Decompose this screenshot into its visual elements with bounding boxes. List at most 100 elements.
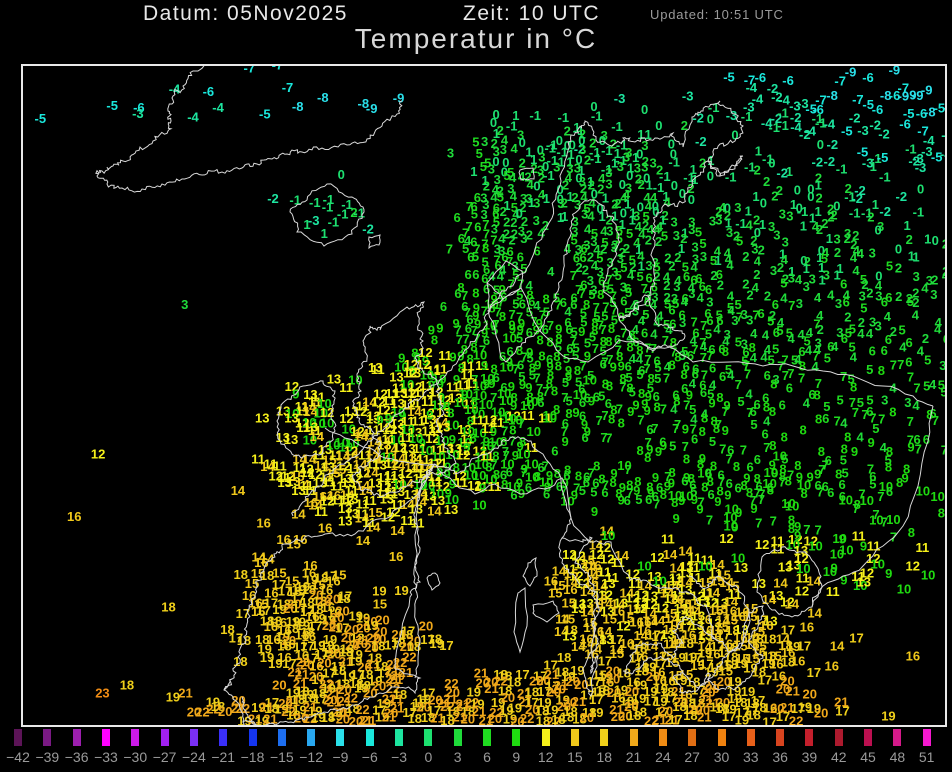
svg-text:5: 5 (736, 233, 743, 248)
svg-text:5: 5 (480, 159, 487, 174)
svg-text:7: 7 (913, 380, 920, 395)
svg-text:6: 6 (754, 452, 761, 467)
svg-text:2: 2 (895, 289, 902, 304)
svg-text:7: 7 (706, 513, 713, 528)
svg-text:7: 7 (915, 441, 922, 456)
svg-text:2: 2 (830, 207, 837, 222)
svg-text:9: 9 (885, 566, 892, 581)
svg-text:7: 7 (722, 404, 729, 419)
svg-text:7: 7 (446, 241, 453, 256)
svg-text:4: 4 (670, 402, 678, 417)
svg-text:18: 18 (627, 708, 641, 723)
svg-text:17: 17 (849, 630, 863, 645)
svg-text:5: 5 (472, 249, 479, 264)
svg-text:4: 4 (762, 328, 770, 343)
svg-text:8: 8 (482, 241, 489, 256)
svg-text:16: 16 (791, 654, 805, 669)
svg-text:3: 3 (605, 177, 612, 192)
svg-text:1: 1 (470, 164, 477, 179)
svg-text:4: 4 (726, 258, 734, 273)
svg-text:7: 7 (509, 434, 516, 449)
svg-text:3: 3 (930, 287, 937, 302)
svg-text:1: 1 (912, 250, 919, 265)
svg-text:16: 16 (256, 515, 270, 530)
svg-text:4: 4 (814, 290, 822, 305)
svg-text:-4: -4 (212, 100, 224, 115)
svg-text:-9: -9 (912, 88, 924, 103)
svg-text:7: 7 (660, 402, 667, 417)
svg-text:-3: -3 (726, 108, 738, 123)
svg-text:-2: -2 (824, 154, 836, 169)
svg-text:-1: -1 (797, 204, 809, 219)
svg-text:2: 2 (717, 277, 724, 292)
svg-text:8: 8 (499, 309, 506, 324)
svg-text:0: 0 (707, 169, 714, 184)
svg-text:-8: -8 (924, 105, 936, 120)
svg-text:0: 0 (641, 102, 648, 117)
svg-text:16: 16 (800, 620, 814, 635)
svg-text:17: 17 (762, 714, 776, 727)
svg-text:4: 4 (745, 387, 753, 402)
svg-text:7: 7 (890, 358, 897, 373)
svg-text:-1: -1 (591, 108, 603, 123)
svg-text:11: 11 (454, 475, 468, 490)
svg-text:7: 7 (624, 462, 631, 477)
svg-text:5: 5 (750, 417, 757, 432)
svg-text:-1: -1 (322, 200, 334, 215)
svg-text:9: 9 (682, 422, 689, 437)
svg-text:9: 9 (673, 511, 680, 526)
svg-text:13: 13 (444, 502, 458, 517)
svg-text:8: 8 (733, 459, 740, 474)
svg-text:20: 20 (580, 710, 594, 725)
svg-text:9: 9 (851, 444, 858, 459)
svg-text:-1: -1 (879, 169, 891, 184)
svg-text:9: 9 (714, 494, 721, 509)
svg-text:2: 2 (764, 288, 771, 303)
svg-text:-1: -1 (506, 118, 518, 133)
svg-text:5: 5 (869, 476, 876, 491)
svg-text:7: 7 (817, 485, 824, 500)
svg-text:-5: -5 (259, 107, 271, 122)
svg-text:4: 4 (713, 321, 721, 336)
svg-text:8: 8 (781, 429, 788, 444)
svg-text:-5: -5 (106, 98, 118, 113)
svg-text:5: 5 (849, 321, 856, 336)
svg-text:5: 5 (860, 301, 867, 316)
svg-text:4: 4 (750, 326, 758, 341)
svg-text:11: 11 (771, 542, 785, 557)
svg-text:-1: -1 (611, 119, 623, 134)
svg-text:0: 0 (895, 241, 902, 256)
svg-text:8: 8 (606, 378, 613, 393)
svg-text:5: 5 (737, 394, 744, 409)
svg-text:5: 5 (866, 362, 873, 377)
svg-text:-1: -1 (558, 110, 570, 125)
svg-text:-7: -7 (834, 73, 846, 88)
svg-text:-1: -1 (741, 109, 753, 124)
svg-text:9: 9 (678, 493, 685, 508)
svg-text:-2: -2 (851, 191, 863, 206)
svg-text:3: 3 (869, 245, 876, 260)
svg-text:7: 7 (788, 298, 795, 313)
svg-text:-2: -2 (362, 222, 374, 237)
svg-text:0: 0 (932, 233, 939, 248)
svg-text:8: 8 (537, 333, 544, 348)
svg-text:10: 10 (921, 568, 935, 583)
svg-text:8: 8 (800, 423, 807, 438)
svg-text:20: 20 (488, 711, 502, 726)
svg-text:6: 6 (786, 381, 793, 396)
svg-text:4: 4 (857, 430, 865, 445)
svg-text:-2: -2 (812, 155, 824, 170)
svg-text:0: 0 (807, 189, 814, 204)
svg-text:8: 8 (814, 387, 821, 402)
svg-text:9: 9 (696, 502, 703, 517)
svg-text:18: 18 (683, 708, 697, 723)
svg-text:11: 11 (661, 532, 675, 547)
svg-text:-9: -9 (366, 101, 378, 116)
svg-text:12: 12 (91, 446, 105, 461)
svg-text:4: 4 (934, 322, 942, 337)
svg-text:5: 5 (590, 485, 597, 500)
svg-text:9: 9 (722, 423, 729, 438)
svg-text:-9: -9 (889, 66, 901, 77)
svg-text:7: 7 (735, 377, 742, 392)
svg-text:-2: -2 (879, 204, 891, 219)
